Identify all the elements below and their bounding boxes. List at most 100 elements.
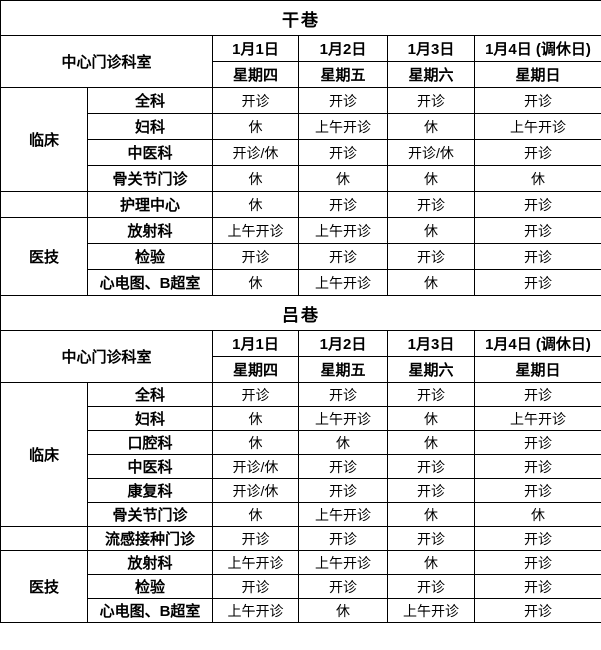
schedule-row: 中医科 开诊/休 开诊 开诊 开诊 <box>1 454 601 479</box>
schedule-value-cell: 开诊 <box>387 574 475 599</box>
schedule-value-cell: 开诊 <box>298 139 388 166</box>
date-header: 1月1日 <box>212 35 299 62</box>
schedule-value-cell: 休 <box>387 113 475 140</box>
schedule-value-cell: 上午开诊 <box>387 598 475 623</box>
weekday-header: 星期四 <box>212 61 299 88</box>
weekday-header: 星期五 <box>298 356 388 383</box>
dept-column-header: 中心门诊科室 <box>0 35 213 88</box>
schedule-row: 流感接种门诊 开诊 开诊 开诊 开诊 <box>0 526 601 551</box>
weekday-header-row: 星期四 星期五 星期六 星期日 <box>1 356 601 383</box>
schedule-value-cell: 开诊 <box>298 191 388 218</box>
schedule-value-cell: 上午开诊 <box>474 406 601 431</box>
group-cell-empty <box>0 526 88 551</box>
schedule-row: 妇科休上午开诊休上午开诊 <box>1 113 601 140</box>
clinic-schedule-table: 干巷 中心门诊科室 1月1日 1月2日 1月3日 1月4日 (调休日) 星期四 星期五 星期六星… <box>0 0 601 623</box>
schedule-value-cell: 开诊 <box>387 191 475 218</box>
schedule-value-cell: 开诊 <box>387 454 475 479</box>
schedule-value-cell: 开诊 <box>474 430 601 455</box>
dept-cell: 心电图、B超室 <box>87 269 213 296</box>
schedule-row: 临床 全科 开诊 开诊 开诊 开诊 <box>0 87 601 192</box>
weekday-header-row: 星期四 星期五 星期六 星期日 <box>1 61 601 88</box>
schedule-value-cell: 上午开诊 <box>212 217 299 244</box>
date-header: 1月4日 (调休日) <box>474 330 601 357</box>
schedule-value-cell: 上午开诊 <box>298 406 388 431</box>
group-cell-empty <box>0 191 88 218</box>
schedule-value-cell: 开诊 <box>387 526 475 551</box>
schedule-row: 口腔科休休休开诊 <box>1 430 601 455</box>
schedule-value-cell: 开诊 <box>387 243 475 270</box>
dept-cell: 放射科 <box>87 550 213 575</box>
dept-cell: 骨关节门诊 <box>87 502 213 527</box>
section-title: 吕巷 <box>0 295 601 331</box>
schedule-value-cell: 休 <box>212 165 299 192</box>
weekday-header: 星期日 <box>474 356 601 383</box>
group-cell: 医技 <box>0 550 88 623</box>
weekday-header: 星期五 <box>298 61 388 88</box>
date-header: 1月2日 <box>298 330 388 357</box>
schedule-value-cell: 休 <box>212 502 299 527</box>
dept-cell: 骨关节门诊 <box>87 165 213 192</box>
schedule-value-cell: 休 <box>387 217 475 244</box>
schedule-value-cell: 开诊 <box>474 243 601 270</box>
schedule-row: 中医科 开诊/休 开诊 开诊/休 开诊 <box>1 139 601 166</box>
weekday-header: 星期六 <box>387 356 475 383</box>
schedule-row: 骨关节门诊休上午开诊休休 <box>1 502 601 527</box>
schedule-value-cell: 休 <box>212 113 299 140</box>
schedule-value-cell: 上午开诊 <box>474 113 601 140</box>
schedule-value-cell: 休 <box>212 406 299 431</box>
schedule-value-cell: 上午开诊 <box>298 502 388 527</box>
schedule-row: 康复科 开诊/休 开诊 开诊 开诊 <box>1 478 601 503</box>
schedule-value-cell: 开诊 <box>298 87 388 114</box>
schedule-value-cell: 开诊/休 <box>212 454 299 479</box>
date-header: 1月2日 <box>298 35 388 62</box>
dept-column-header: 中心门诊科室 <box>0 330 213 383</box>
schedule-value-cell: 休 <box>298 430 388 455</box>
section-title-row: 干巷 <box>0 0 601 36</box>
schedule-value-cell: 开诊 <box>212 574 299 599</box>
schedule-value-cell: 开诊 <box>298 454 388 479</box>
schedule-value-cell: 开诊 <box>298 478 388 503</box>
schedule-value-cell: 开诊 <box>387 382 475 407</box>
schedule-row: 检验 开诊 开诊 开诊 开诊 <box>1 243 601 270</box>
group-cell: 临床 <box>0 382 88 527</box>
schedule-value-cell: 开诊/休 <box>212 139 299 166</box>
date-header: 1月3日 <box>387 330 475 357</box>
schedule-value-cell: 休 <box>298 165 388 192</box>
schedule-value-cell: 上午开诊 <box>212 598 299 623</box>
schedule-value-cell: 开诊 <box>474 478 601 503</box>
schedule-row: 心电图、B超室 上午开诊休上午开诊 开诊 <box>1 598 601 623</box>
group-cell: 医技 <box>0 217 88 296</box>
weekday-header: 星期六 <box>387 61 475 88</box>
schedule-value-cell: 开诊 <box>298 382 388 407</box>
schedule-value-cell: 休 <box>387 502 475 527</box>
weekday-header: 星期日 <box>474 61 601 88</box>
dept-cell: 口腔科 <box>87 430 213 455</box>
schedule-value-cell: 开诊 <box>474 139 601 166</box>
schedule-value-cell: 上午开诊 <box>298 217 388 244</box>
schedule-row: 医技 放射科 上午开诊 上午开诊休开诊 <box>0 217 601 296</box>
schedule-value-cell: 开诊 <box>474 217 601 244</box>
schedule-value-cell: 开诊 <box>212 526 299 551</box>
schedule-value-cell: 开诊 <box>474 598 601 623</box>
schedule-value-cell: 休 <box>387 430 475 455</box>
date-header: 1月3日 <box>387 35 475 62</box>
schedule-value-cell: 开诊 <box>212 243 299 270</box>
dept-cell: 放射科 <box>87 217 213 244</box>
schedule-row: 妇科休上午开诊休上午开诊 <box>1 406 601 431</box>
schedule-value-cell: 开诊 <box>387 478 475 503</box>
schedule-value-cell: 开诊 <box>474 191 601 218</box>
schedule-value-cell: 开诊 <box>474 269 601 296</box>
schedule-value-cell: 开诊 <box>298 526 388 551</box>
schedule-value-cell: 开诊 <box>298 243 388 270</box>
date-header: 1月4日 (调休日) <box>474 35 601 62</box>
schedule-value-cell: 休 <box>212 269 299 296</box>
schedule-value-cell: 开诊 <box>298 574 388 599</box>
schedule-value-cell: 开诊 <box>474 574 601 599</box>
schedule-row: 骨关节门诊休休休休 <box>1 165 601 192</box>
schedule-value-cell: 上午开诊 <box>298 550 388 575</box>
schedule-value-cell: 休 <box>387 269 475 296</box>
dept-cell: 中医科 <box>87 139 213 166</box>
schedule-value-cell: 休 <box>212 430 299 455</box>
schedule-value-cell: 开诊 <box>474 454 601 479</box>
schedule-value-cell: 开诊 <box>474 526 601 551</box>
